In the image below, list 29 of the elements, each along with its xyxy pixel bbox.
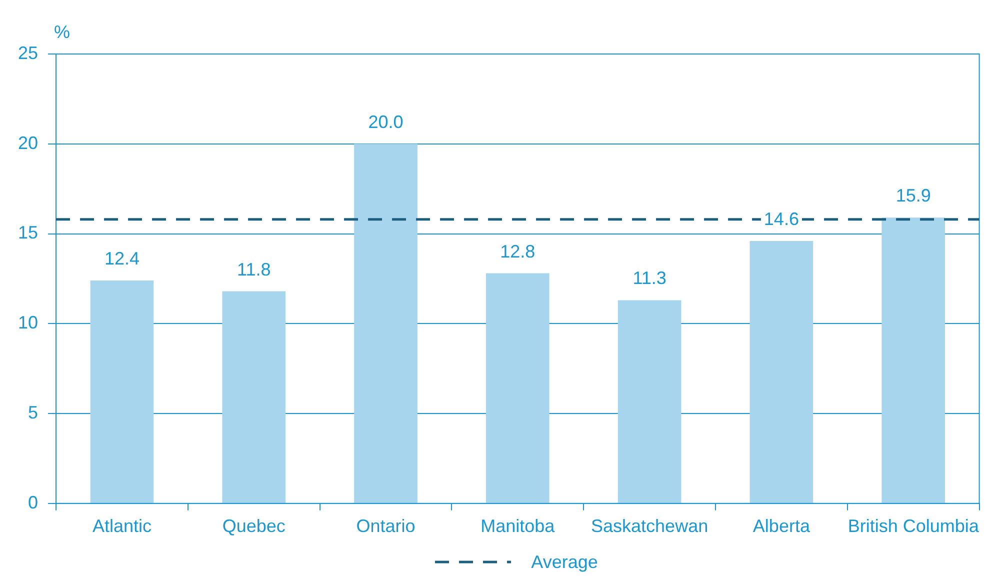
bar — [750, 240, 814, 503]
bar — [354, 144, 418, 503]
x-tick-label: Manitoba — [480, 516, 556, 536]
x-tick-label: British Columbia — [848, 516, 980, 536]
bar — [222, 291, 286, 503]
y-tick-label: 25 — [18, 42, 38, 63]
y-tick-label: 0 — [28, 492, 38, 512]
x-tick-label: Saskatchewan — [591, 516, 708, 536]
bar — [486, 273, 550, 503]
data-label: 12.4 — [104, 248, 140, 268]
y-tick-label: 15 — [18, 222, 38, 243]
data-label: 11.3 — [632, 268, 666, 288]
data-label: 20.0 — [368, 112, 404, 132]
bar — [618, 300, 682, 503]
x-tick-label: Ontario — [356, 516, 416, 536]
y-tick-label: 5 — [28, 402, 38, 422]
y-tick-label: 10 — [18, 312, 38, 333]
x-tick-label: Atlantic — [92, 516, 152, 536]
data-label: 11.8 — [237, 259, 271, 280]
data-label: 15.9 — [896, 186, 931, 206]
x-tick-label: Quebec — [222, 516, 286, 536]
bar — [882, 218, 945, 503]
data-label: 12.8 — [500, 241, 536, 262]
y-axis-title: % — [54, 22, 70, 42]
data-label: 14.6 — [764, 208, 799, 229]
legend-label: Average — [531, 552, 598, 572]
y-tick-label: 20 — [18, 132, 38, 153]
x-tick-label: Alberta — [752, 516, 811, 536]
bar — [90, 280, 154, 503]
